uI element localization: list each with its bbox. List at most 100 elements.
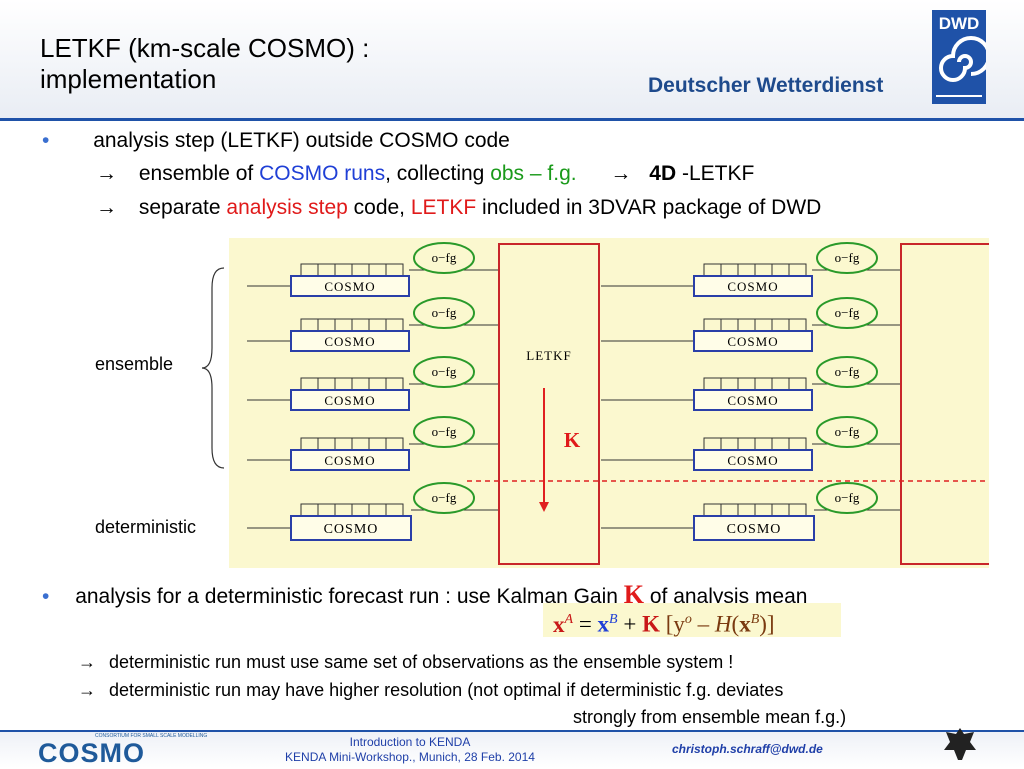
eagle-icon (944, 728, 976, 760)
diagram-rows: COSMO o−fg COSMO o−fg COSMO o−fg COSMO o−fg COSM… (247, 242, 901, 541)
ofg-ellipse (413, 242, 475, 274)
cosmo-box-label: COSMO (324, 453, 375, 468)
note-2: → deterministic run may have higher reso… (78, 680, 783, 701)
cosmo-box (290, 275, 410, 297)
text-ensemble-of: ensemble of (138, 162, 260, 185)
ofg-ellipse (816, 482, 878, 514)
cosmo-box-label: COSMO (324, 279, 375, 294)
text-analysis-step: analysis step (226, 196, 348, 219)
cosmo-box (290, 389, 410, 411)
cosmo-box-label: COSMO (727, 393, 778, 408)
text-4d: 4D (649, 162, 677, 185)
eq-plus: + (617, 611, 643, 637)
bullet-2-text-end: of analysis mean (644, 585, 808, 608)
cosmo-box (693, 330, 813, 352)
ofg-ellipse (816, 242, 878, 274)
arrow-icon: → (78, 652, 96, 672)
footer-line-1: Introduction to KENDA (349, 735, 471, 749)
cosmo-box (693, 449, 813, 471)
ofg-ellipse (413, 482, 475, 514)
letkf-box-right (900, 243, 989, 565)
bullet-1: • analysis step (LETKF) outside COSMO co… (42, 129, 510, 153)
eq-paren: ( (731, 611, 740, 637)
ofg-label: o−fg (432, 424, 457, 439)
text-included: included in 3DVAR package of DWD (476, 196, 822, 219)
bullet-1-line-3: → separate analysis step code, LETKF inc… (96, 196, 821, 220)
eq-xb: x (597, 611, 610, 637)
eq-sup-a: A (564, 612, 574, 627)
ofg-label: o−fg (835, 490, 860, 505)
ofg-label: o−fg (432, 250, 457, 265)
eq-sup-o: o (684, 612, 692, 627)
header-rule (0, 118, 1024, 121)
text-collecting: , collecting (385, 162, 491, 185)
cosmo-box (693, 389, 813, 411)
cosmo-box (290, 515, 412, 541)
k-label: K (564, 428, 581, 452)
eq-h: H (714, 611, 732, 637)
cosmo-box (290, 330, 410, 352)
ofg-label: o−fg (835, 424, 860, 439)
ofg-label: o−fg (835, 364, 860, 379)
ofg-ellipse (816, 356, 878, 388)
eq-y: [y (659, 611, 685, 637)
bullet-dot: • (42, 585, 50, 608)
letkf-box-label: LETKF (526, 348, 571, 363)
ofg-ellipse (413, 297, 475, 329)
note-2-continuation: strongly from ensemble mean f.g.) (573, 707, 847, 727)
cosmo-logo: COSMO (38, 738, 146, 768)
ofg-label: o−fg (432, 305, 457, 320)
footer-line-2: KENDA Mini-Workshop., Munich, 28 Feb. 20… (285, 750, 535, 764)
note-1-text: deterministic run must use same set of o… (109, 652, 734, 672)
arrow-icon: → (96, 196, 117, 219)
dwd-logo-text: DWD (938, 14, 980, 33)
analysis-equation: xA = xB + K [yo – H(xB)] (543, 603, 841, 637)
cosmo-logo-subtitle: CONSORTIUM FOR SMALL SCALE MODELLING (95, 733, 208, 739)
letkf-diagram: COSMO o−fg COSMO o−fg COSMO o−fg COSMO o−fg COSM… (229, 238, 989, 568)
footer-rule (0, 730, 1024, 732)
eq-sup-b: B (609, 612, 618, 627)
letkf-box (498, 243, 600, 565)
eq-sup-b2: B (750, 612, 760, 627)
k-arrow-head (539, 502, 549, 512)
cosmo-box (290, 449, 410, 471)
bullet-1-text: analysis step (LETKF) outside COSMO code (93, 129, 510, 152)
dwd-logo: DWD (932, 10, 986, 104)
spiral-icon (936, 36, 986, 97)
cosmo-box-label: COSMO (324, 393, 375, 408)
ofg-ellipse (816, 297, 878, 329)
ofg-label: o−fg (432, 364, 457, 379)
ofg-ellipse (413, 416, 475, 448)
cosmo-box-label: COSMO (727, 453, 778, 468)
ofg-label: o−fg (835, 250, 860, 265)
eq-xb2: x (739, 611, 751, 637)
note-2-text: deterministic run may have higher resolu… (109, 680, 784, 700)
note-1: → deterministic run must use same set of… (78, 652, 733, 673)
text-separate: separate (138, 196, 227, 219)
cosmo-box-label: COSMO (727, 279, 778, 294)
cosmo-box-label: COSMO (727, 522, 782, 537)
ofg-label: o−fg (432, 490, 457, 505)
title-line-2: implementation (40, 64, 217, 94)
eq-minus: – (691, 611, 715, 637)
bullet-2-text: analysis for a deterministic forecast ru… (75, 585, 624, 608)
cosmo-box-label: COSMO (727, 334, 778, 349)
footer-email: christoph.schraff@dwd.de (672, 742, 823, 756)
ofg-ellipse (413, 356, 475, 388)
text-code: code, (347, 196, 411, 219)
footer (0, 732, 1024, 768)
ensemble-label: ensemble (95, 354, 174, 374)
bullet-dot: • (42, 129, 50, 152)
cosmo-box-label: COSMO (324, 334, 375, 349)
deterministic-label: deterministic (95, 517, 197, 537)
arrow-icon: → (610, 162, 632, 185)
arrow-icon: → (78, 680, 96, 700)
cosmo-box (693, 515, 815, 541)
arrow-icon: → (96, 162, 117, 185)
title-line-1: LETKF (km-scale COSMO) : (40, 33, 370, 63)
eq-equals: = (573, 611, 598, 637)
slide-header (0, 0, 1024, 118)
text-cosmo-runs: COSMO runs (259, 162, 386, 185)
bullet-2: • analysis for a deterministic forecast … (42, 580, 807, 610)
brand-name: Deutscher Wetterdienst (648, 74, 884, 97)
